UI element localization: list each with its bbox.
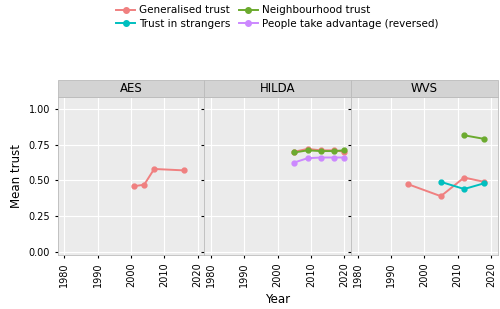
Legend: Generalised trust, Trust in strangers, Neighbourhood trust, People take advantag: Generalised trust, Trust in strangers, N…	[116, 5, 438, 29]
Y-axis label: Mean trust: Mean trust	[10, 144, 22, 208]
Text: Year: Year	[265, 293, 290, 306]
Text: AES: AES	[120, 82, 142, 95]
Text: HILDA: HILDA	[260, 82, 295, 95]
Text: WVS: WVS	[410, 82, 438, 95]
